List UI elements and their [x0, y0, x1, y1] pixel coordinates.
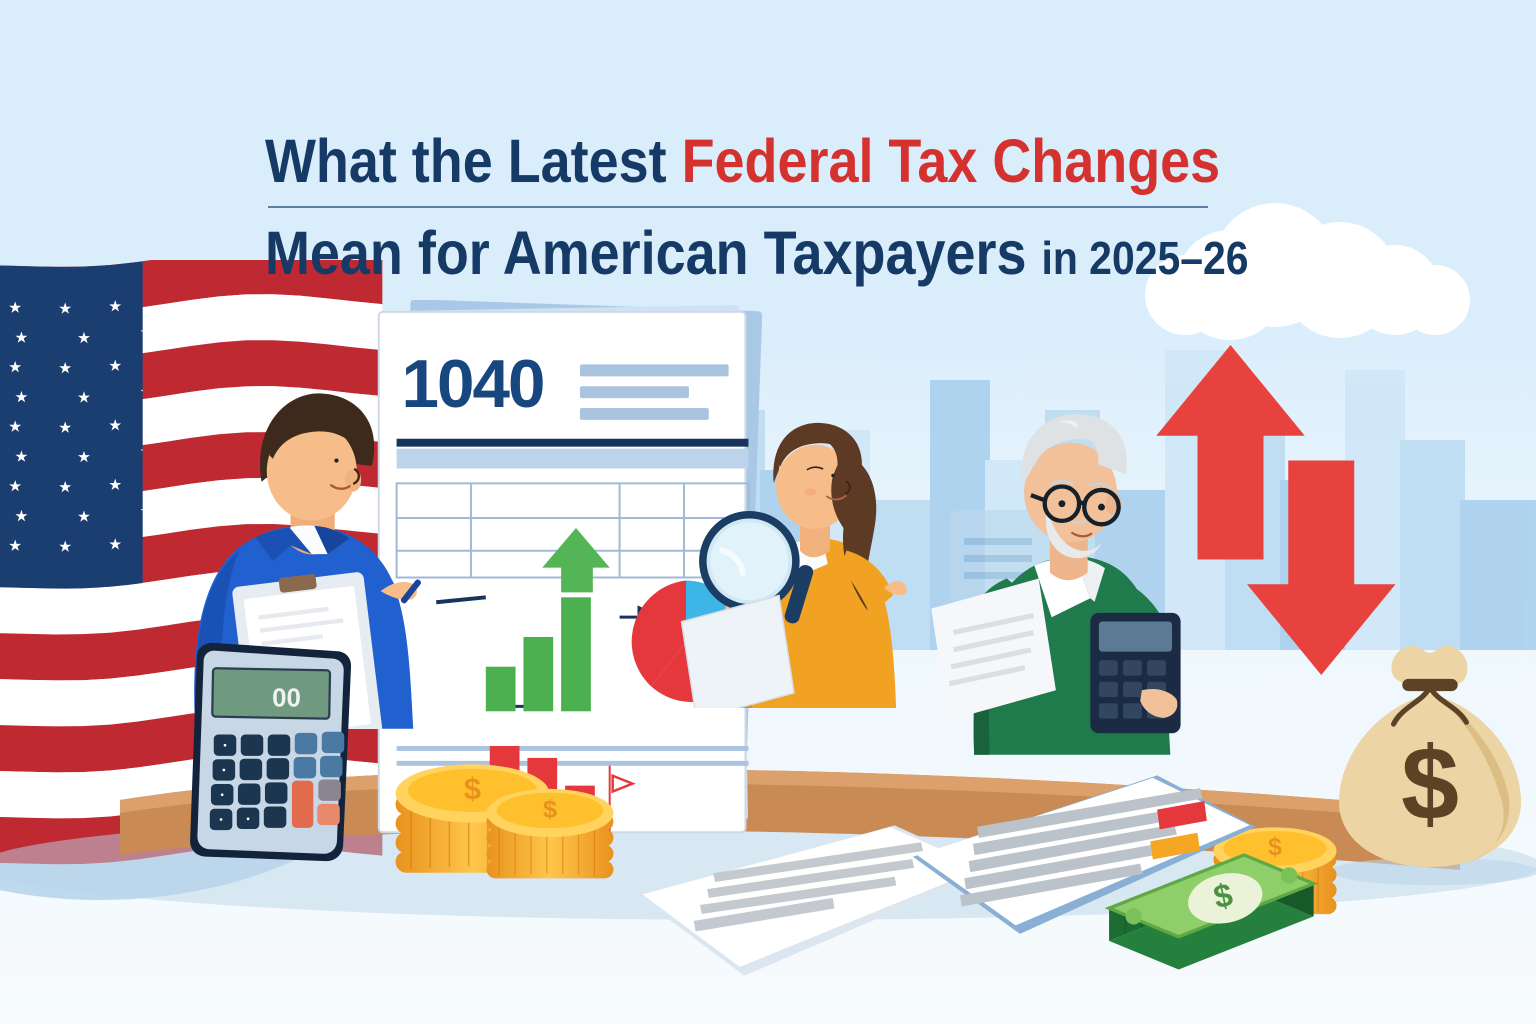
- svg-text:00: 00: [272, 684, 301, 712]
- svg-text:$: $: [464, 771, 481, 806]
- svg-text:$: $: [543, 795, 557, 823]
- svg-text:$: $: [1401, 726, 1459, 842]
